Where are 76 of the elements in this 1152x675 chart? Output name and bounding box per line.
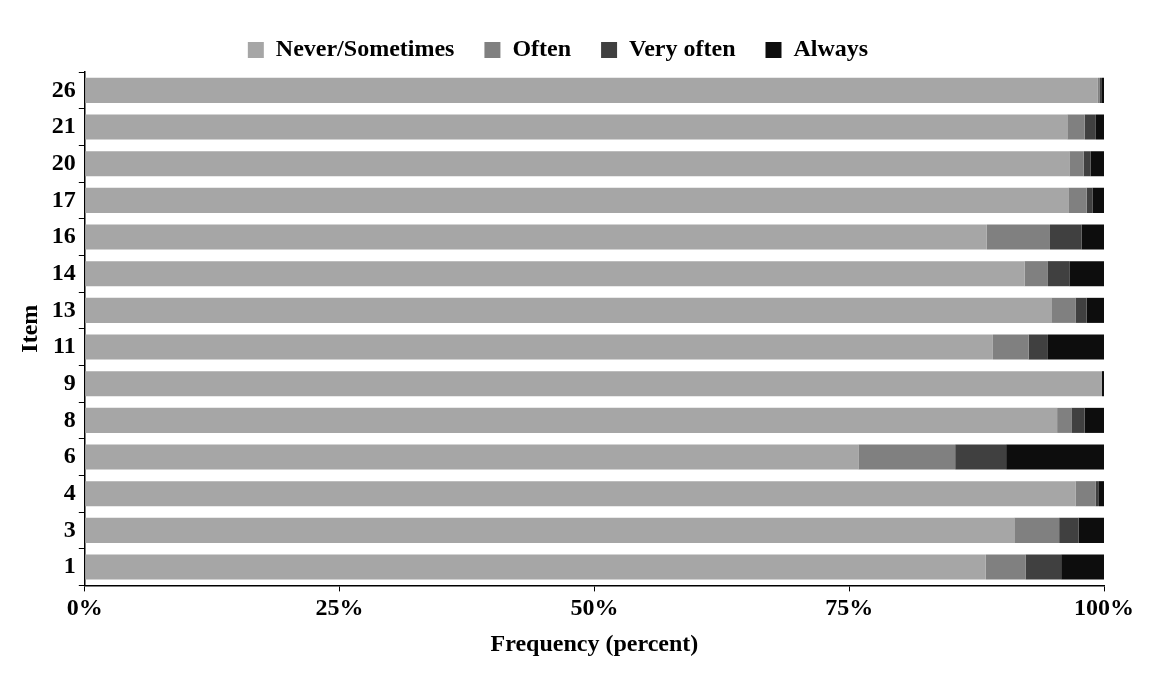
y-tick-label: 3 [63, 515, 76, 542]
bar [1028, 334, 1048, 360]
bar [85, 481, 1076, 507]
bar [85, 554, 986, 580]
bar [85, 407, 1058, 433]
bar [85, 297, 1053, 323]
bar [1078, 517, 1104, 543]
bar [85, 261, 1025, 287]
bar [1086, 187, 1093, 213]
x-tick-label: 0% [66, 594, 103, 620]
bar [85, 517, 1015, 543]
bar [858, 444, 956, 470]
bar [85, 187, 1069, 213]
bar [85, 151, 1070, 177]
legend-label: Always [793, 35, 869, 62]
bar [1069, 151, 1084, 177]
bar [955, 444, 1007, 470]
bar [1083, 151, 1091, 177]
bar [85, 114, 1068, 140]
bar [1067, 114, 1085, 140]
bar [85, 371, 1102, 397]
bar [1084, 114, 1096, 140]
bar [1090, 151, 1104, 177]
bar [1095, 481, 1099, 507]
x-axis-title: Frequency (percent) [490, 629, 699, 656]
legend-label: Often [512, 35, 572, 62]
bar [1025, 554, 1062, 580]
y-tick-label: 21 [51, 112, 76, 139]
x-tick-label: 75% [825, 594, 874, 620]
bar [986, 224, 1050, 250]
bar [1101, 371, 1104, 397]
y-tick-label: 4 [63, 478, 76, 505]
bar [1057, 407, 1072, 433]
y-tick-label: 16 [51, 222, 76, 249]
bar [1061, 554, 1104, 580]
x-tick-label: 50% [570, 594, 619, 620]
y-tick-label: 11 [53, 332, 76, 359]
bar [1098, 481, 1104, 507]
bar [1052, 297, 1076, 323]
y-tick-label: 1 [63, 552, 76, 579]
bar [85, 224, 987, 250]
bar [1086, 297, 1104, 323]
y-tick-label: 17 [51, 185, 76, 212]
bar [985, 554, 1026, 580]
bar [1068, 187, 1087, 213]
legend-label: Never/Sometimes [275, 35, 455, 62]
legend-label: Very often [629, 35, 736, 62]
bar [85, 334, 993, 360]
y-tick-label: 26 [51, 75, 76, 102]
y-axis-title: Item [15, 304, 42, 353]
bar [1092, 187, 1104, 213]
x-tick-label: 100% [1074, 594, 1134, 620]
bar [85, 77, 1098, 103]
bar [1095, 114, 1104, 140]
bar [1084, 407, 1104, 433]
y-tick-label: 20 [51, 148, 76, 175]
bar [1075, 297, 1087, 323]
bar [1049, 224, 1082, 250]
bar [1081, 224, 1104, 250]
bar [1075, 481, 1096, 507]
y-tick-label: 9 [63, 368, 76, 395]
y-tick-label: 6 [63, 442, 76, 469]
bar [1071, 407, 1085, 433]
bar [992, 334, 1029, 360]
bar [1014, 517, 1060, 543]
bar [1024, 261, 1048, 287]
y-tick-label: 8 [63, 405, 76, 432]
bar [1059, 517, 1079, 543]
bar [1006, 444, 1104, 470]
bar [85, 444, 859, 470]
y-tick-label: 13 [51, 295, 76, 322]
bar [1069, 261, 1104, 287]
y-tick-label: 14 [51, 258, 76, 285]
bar [1047, 334, 1104, 360]
x-tick-label: 25% [315, 594, 364, 620]
bar [1047, 261, 1070, 287]
